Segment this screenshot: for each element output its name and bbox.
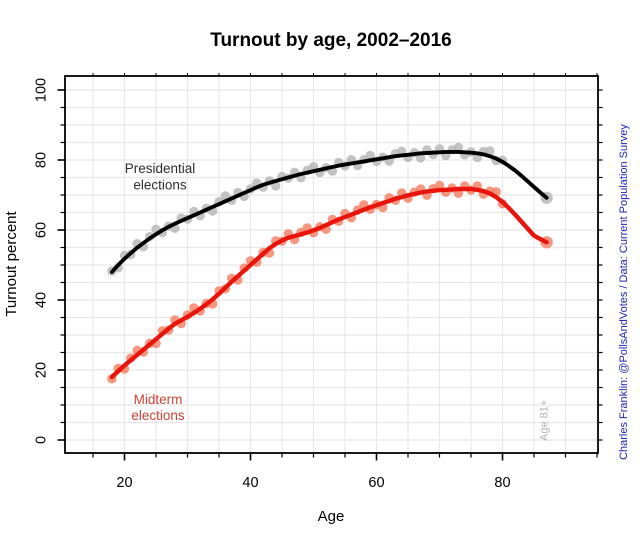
- x-tick-label: 40: [242, 475, 258, 491]
- presidential-trend-line: [109, 149, 549, 274]
- age-81-note: Age 81+: [539, 400, 551, 441]
- y-tick-label: 20: [34, 362, 50, 378]
- presidential-label-line1: Presidential: [125, 161, 196, 176]
- presidential-data-point: [485, 146, 495, 156]
- x-tick-label: 20: [116, 475, 132, 491]
- x-tick-label: 60: [368, 475, 384, 491]
- midterm-trend-line: [109, 186, 549, 380]
- y-tick-label: 40: [34, 292, 50, 308]
- presidential-data-point: [365, 150, 375, 161]
- y-axis-label: Turnout percent: [3, 211, 20, 317]
- x-axis-label: Age: [318, 508, 345, 525]
- y-tick-label: 60: [34, 222, 50, 238]
- midterm-label-line2: elections: [131, 408, 185, 423]
- attribution: Charles Franklin: @PollsAndVotes / Data:…: [618, 124, 630, 460]
- y-tick-label: 100: [34, 78, 50, 102]
- chart-title: Turnout by age, 2002–2016: [210, 30, 451, 51]
- y-tick-label: 0: [34, 436, 50, 444]
- presidential-label-line2: elections: [133, 178, 187, 193]
- y-tick-label: 80: [34, 152, 50, 168]
- chart-generated-layers: 20 40 60 80 0 20 40 60 80 100: [34, 73, 603, 491]
- presidential-data-point: [453, 142, 464, 153]
- midterm-label-line1: Midterm: [134, 392, 183, 407]
- x-tick-label: 80: [494, 475, 510, 491]
